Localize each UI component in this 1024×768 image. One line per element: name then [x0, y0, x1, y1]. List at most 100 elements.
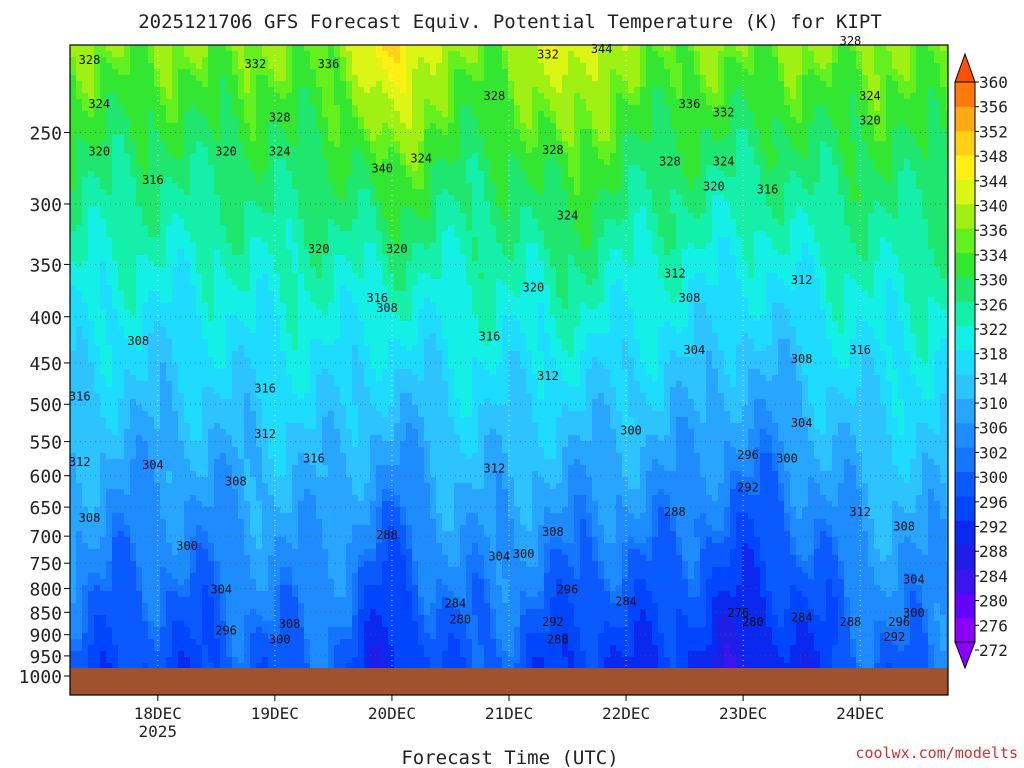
field-cell	[370, 141, 377, 148]
field-cell	[238, 99, 245, 106]
field-cell	[622, 231, 629, 238]
field-cell	[646, 135, 653, 142]
field-cell	[886, 171, 893, 178]
field-cell	[418, 159, 425, 166]
field-cell	[442, 63, 449, 70]
field-cell	[742, 153, 749, 160]
chart-title: 2025121706 GFS Forecast Equiv. Potential…	[138, 11, 882, 33]
field-cell	[322, 225, 329, 232]
field-cell	[130, 219, 137, 226]
field-cell	[784, 129, 791, 136]
field-cell	[118, 153, 125, 160]
field-cell	[694, 63, 701, 70]
field-cell	[466, 111, 473, 118]
field-cell	[700, 153, 707, 160]
field-cell	[496, 153, 503, 160]
field-cell	[394, 111, 401, 118]
field-cell	[940, 165, 947, 172]
field-cell	[730, 105, 737, 112]
field-cell	[898, 51, 905, 58]
field-cell	[748, 207, 755, 214]
field-cell	[136, 219, 143, 226]
field-cell	[592, 51, 599, 58]
field-cell	[124, 219, 131, 226]
field-cell	[940, 159, 947, 166]
field-cell	[178, 51, 185, 58]
field-cell	[850, 75, 857, 82]
field-cell	[142, 213, 149, 220]
field-cell	[100, 81, 107, 88]
field-cell	[802, 111, 809, 118]
field-cell	[544, 183, 551, 190]
field-cell	[412, 189, 419, 196]
field-cell	[340, 207, 347, 214]
field-cell	[532, 165, 539, 172]
field-cell	[76, 57, 83, 64]
field-cell	[736, 177, 743, 184]
field-cell	[532, 225, 539, 232]
field-cell	[202, 63, 209, 70]
field-cell	[424, 219, 431, 226]
field-cell	[538, 141, 545, 148]
field-cell	[904, 123, 911, 130]
field-cell	[610, 183, 617, 190]
field-cell	[424, 129, 431, 136]
field-cell	[790, 51, 797, 58]
field-cell	[496, 159, 503, 166]
field-cell	[442, 51, 449, 58]
field-cell	[286, 99, 293, 106]
field-cell	[682, 171, 689, 178]
field-cell	[160, 201, 167, 208]
field-cell	[514, 87, 521, 94]
field-cell	[538, 195, 545, 202]
field-cell	[256, 189, 263, 196]
field-cell	[682, 117, 689, 124]
field-cell	[472, 231, 479, 238]
field-cell	[310, 231, 317, 238]
field-cell	[220, 99, 227, 106]
field-cell	[388, 105, 395, 112]
field-cell	[280, 165, 287, 172]
field-cell	[592, 207, 599, 214]
field-cell	[358, 51, 365, 58]
field-cell	[406, 57, 413, 64]
field-cell	[532, 123, 539, 130]
field-cell	[532, 159, 539, 166]
field-cell	[676, 135, 683, 142]
field-cell	[886, 195, 893, 202]
field-cell	[112, 159, 119, 166]
field-cell	[502, 69, 509, 76]
field-cell	[478, 141, 485, 148]
field-cell	[328, 141, 335, 148]
field-cell	[856, 237, 863, 244]
field-cell	[880, 171, 887, 178]
field-cell	[934, 183, 941, 190]
field-cell	[292, 45, 299, 52]
field-cell	[358, 63, 365, 70]
field-cell	[364, 165, 371, 172]
field-cell	[562, 225, 569, 232]
field-cell	[778, 57, 785, 64]
field-cell	[352, 63, 359, 70]
field-cell	[136, 69, 143, 76]
field-cell	[460, 87, 467, 94]
field-cell	[394, 57, 401, 64]
field-cell	[766, 69, 773, 76]
field-cell	[748, 189, 755, 196]
field-cell	[748, 63, 755, 70]
field-cell	[700, 117, 707, 124]
field-cell	[820, 111, 827, 118]
field-cell	[784, 243, 791, 250]
field-cell	[796, 153, 803, 160]
field-cell	[460, 99, 467, 106]
field-cell	[688, 201, 695, 208]
field-cell	[562, 153, 569, 160]
field-cell	[262, 81, 269, 88]
field-cell	[202, 237, 209, 244]
field-cell	[388, 153, 395, 160]
field-cell	[400, 51, 407, 58]
field-cell	[208, 141, 215, 148]
field-cell	[748, 225, 755, 232]
field-cell	[220, 183, 227, 190]
field-cell	[76, 195, 83, 202]
